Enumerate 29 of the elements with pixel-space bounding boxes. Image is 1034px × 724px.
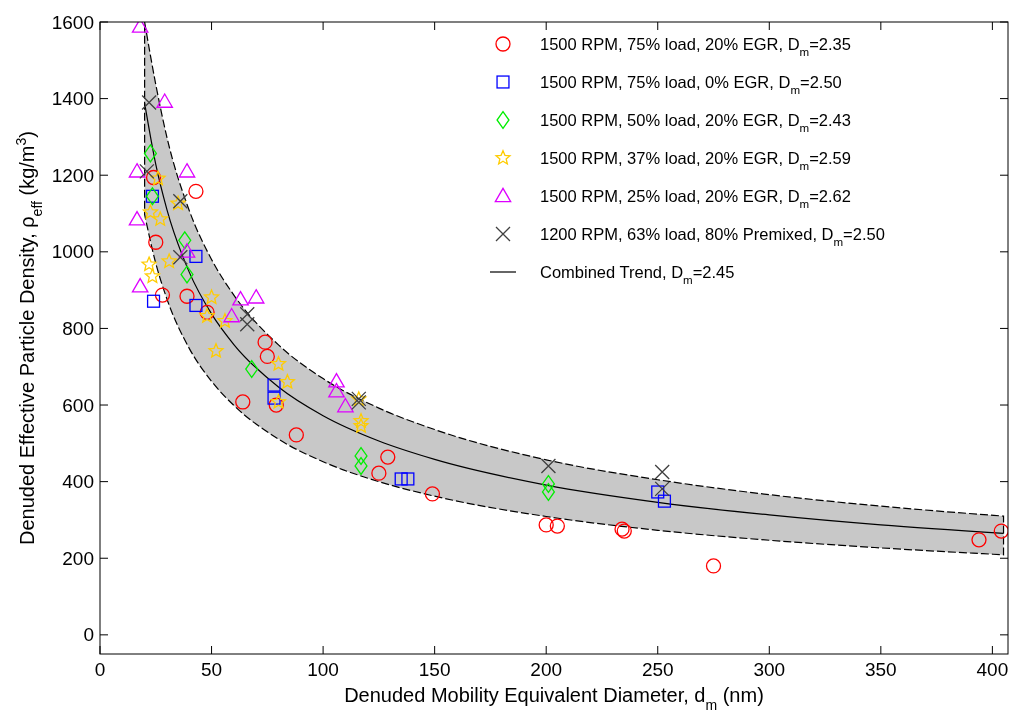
point bbox=[131, 277, 149, 293]
x-tick-label: 150 bbox=[418, 659, 451, 680]
y-tick-label: 600 bbox=[62, 394, 94, 416]
legend-label: Combined Trend, D$_{m}$=2.45 bbox=[540, 262, 735, 286]
x-tick-label: 400 bbox=[976, 659, 1009, 680]
y-tick-label: 200 bbox=[62, 547, 94, 569]
y-tick-label: 400 bbox=[62, 471, 94, 493]
point bbox=[128, 163, 146, 178]
x-tick-label: 300 bbox=[753, 659, 786, 680]
legend-label: 1500 RPM, 75% load, 20% EGR, D$_{m}$=2.35 bbox=[540, 34, 851, 58]
x-tick-label: 50 bbox=[200, 659, 223, 680]
legend-label: 1200 RPM, 63% load, 80% Premixed, D$_{m}$=2.50 bbox=[540, 224, 885, 248]
point bbox=[705, 558, 722, 574]
x-tick-label: 100 bbox=[307, 659, 339, 680]
y-tick-label: 0 bbox=[83, 624, 94, 646]
legend-label: 1500 RPM, 37% load, 20% EGR, D$_{m}$=2.59 bbox=[540, 148, 851, 172]
x-axis-title: Denuded Mobility Equivalent Diameter, d$_{m}$ (nm) bbox=[344, 684, 764, 713]
legend-label: 1500 RPM, 75% load, 0% EGR, D$_{m}$=2.50 bbox=[540, 72, 842, 96]
point bbox=[128, 210, 146, 226]
x-tick-label: 350 bbox=[864, 659, 897, 680]
legend-label: 1500 RPM, 25% load, 20% EGR, D$_{m}$=2.62 bbox=[540, 186, 851, 210]
y-tick-label: 800 bbox=[62, 318, 94, 340]
y-tick-label: 1200 bbox=[51, 164, 94, 186]
y-tick-label: 1600 bbox=[51, 11, 94, 33]
y-tick-label: 1000 bbox=[51, 241, 94, 263]
legend-label: 1500 RPM, 50% load, 20% EGR, D$_{m}$=2.43 bbox=[540, 110, 851, 134]
x-tick-label: 250 bbox=[641, 659, 674, 680]
x-tick-label: 200 bbox=[530, 659, 563, 680]
y-tick-label: 1400 bbox=[51, 88, 94, 110]
